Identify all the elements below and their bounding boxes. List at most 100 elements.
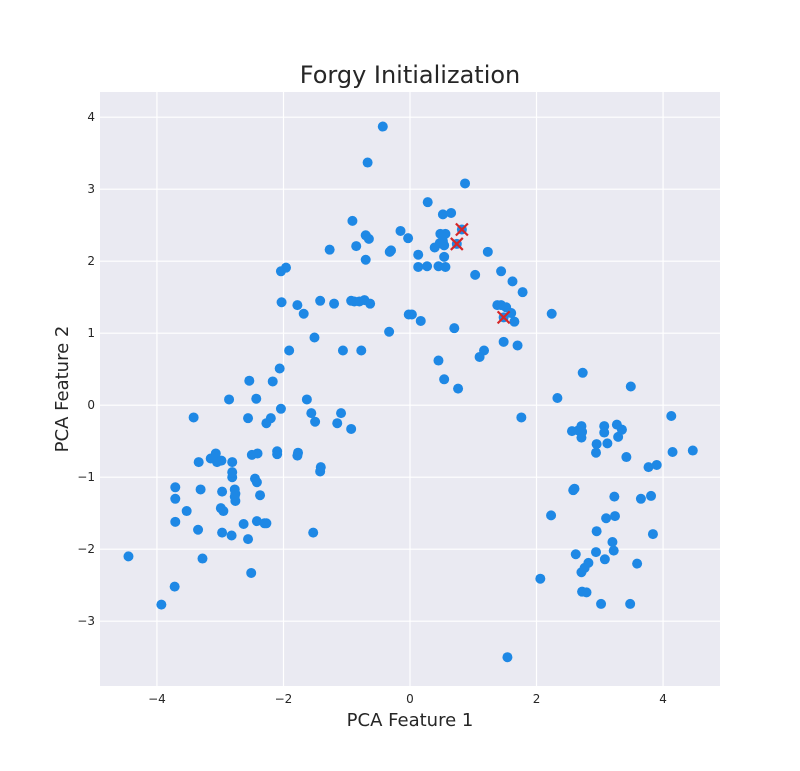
data-point: [512, 340, 523, 351]
data-point: [599, 427, 610, 438]
data-point: [546, 510, 557, 521]
data-point: [244, 375, 255, 386]
data-point: [422, 197, 433, 208]
data-point: [188, 412, 199, 423]
data-point: [667, 447, 678, 457]
x-axis-label: PCA Feature 1: [347, 710, 474, 731]
data-point: [449, 323, 460, 334]
data-point: [275, 266, 286, 277]
data-point: [195, 484, 206, 495]
data-point: [506, 308, 517, 319]
data-point: [439, 251, 450, 262]
data-point: [251, 393, 262, 404]
gridlines: [100, 92, 720, 686]
data-point: [568, 485, 579, 496]
data-point: [429, 242, 440, 253]
data-point: [625, 598, 636, 609]
y-tick-labels: −3 −2 −1 0 1 2 3 4: [77, 110, 95, 628]
x-tick-label: −2: [275, 692, 293, 706]
data-point: [433, 355, 444, 366]
data-point: [415, 315, 426, 326]
data-point: [422, 261, 433, 272]
data-point: [251, 516, 262, 527]
data-point: [227, 457, 238, 468]
data-point: [238, 519, 249, 529]
data-point: [230, 495, 241, 506]
data-point: [346, 423, 357, 434]
data-point: [197, 553, 208, 564]
data-point: [482, 246, 493, 257]
data-point: [395, 225, 406, 236]
data-point: [625, 381, 636, 392]
data-point: [616, 424, 627, 435]
data-point: [647, 529, 658, 540]
data-point: [646, 490, 657, 501]
data-point: [261, 418, 272, 429]
data-point: [337, 345, 348, 356]
data-point: [601, 513, 612, 524]
data-point: [552, 393, 563, 403]
y-tick-label: 0: [87, 398, 95, 412]
data-point: [384, 326, 395, 337]
data-point: [413, 261, 424, 272]
data-point: [259, 518, 270, 529]
data-point: [365, 298, 376, 309]
data-point: [437, 209, 448, 220]
data-point: [193, 524, 204, 535]
data-point: [591, 526, 602, 537]
data-point: [251, 477, 262, 488]
data-point: [360, 254, 371, 265]
data-point: [609, 491, 620, 502]
data-point: [224, 394, 235, 405]
data-point: [576, 432, 587, 443]
data-point: [329, 298, 340, 309]
data-point: [406, 309, 417, 320]
x-tick-label: −4: [148, 692, 166, 706]
data-point: [621, 452, 632, 463]
data-point: [440, 261, 451, 272]
centroid-marker: [450, 237, 464, 251]
data-point: [267, 376, 278, 387]
y-axis-label: PCA Feature 2: [52, 326, 73, 453]
data-point: [292, 300, 303, 311]
data-point: [301, 394, 312, 405]
data-point: [596, 598, 607, 609]
data-point: [243, 534, 254, 545]
data-point: [123, 551, 134, 562]
data-point: [298, 308, 309, 319]
data-point: [336, 408, 347, 419]
data-point: [635, 493, 646, 504]
data-point: [284, 345, 295, 356]
y-tick-label: 3: [87, 182, 95, 196]
data-point: [315, 466, 326, 477]
centroid-markers: [450, 222, 511, 325]
centroid-marker: [496, 310, 511, 325]
data-point: [608, 545, 619, 556]
data-point: [347, 215, 358, 226]
data-point: [246, 567, 257, 578]
data-point: [252, 448, 263, 459]
data-point: [498, 336, 509, 347]
data-point: [308, 527, 319, 538]
centroid-marker: [455, 222, 469, 237]
data-point: [446, 207, 457, 218]
y-tick-label: −1: [77, 470, 95, 484]
data-point: [306, 408, 317, 419]
data-point: [217, 527, 228, 538]
data-point: [439, 240, 450, 251]
data-point: [356, 345, 367, 356]
data-point: [156, 599, 167, 610]
data-point: [324, 244, 335, 255]
data-point: [346, 295, 357, 306]
data-point: [181, 506, 192, 517]
y-tick-label: −3: [77, 614, 95, 628]
x-tick-labels: −4 −2 0 2 4: [148, 692, 667, 706]
x-tick-label: 4: [659, 692, 667, 706]
data-point: [413, 249, 424, 260]
data-point: [591, 439, 602, 450]
y-tick-label: 4: [87, 110, 95, 124]
data-point: [607, 537, 618, 547]
data-point: [309, 332, 320, 343]
data-point: [310, 416, 321, 427]
